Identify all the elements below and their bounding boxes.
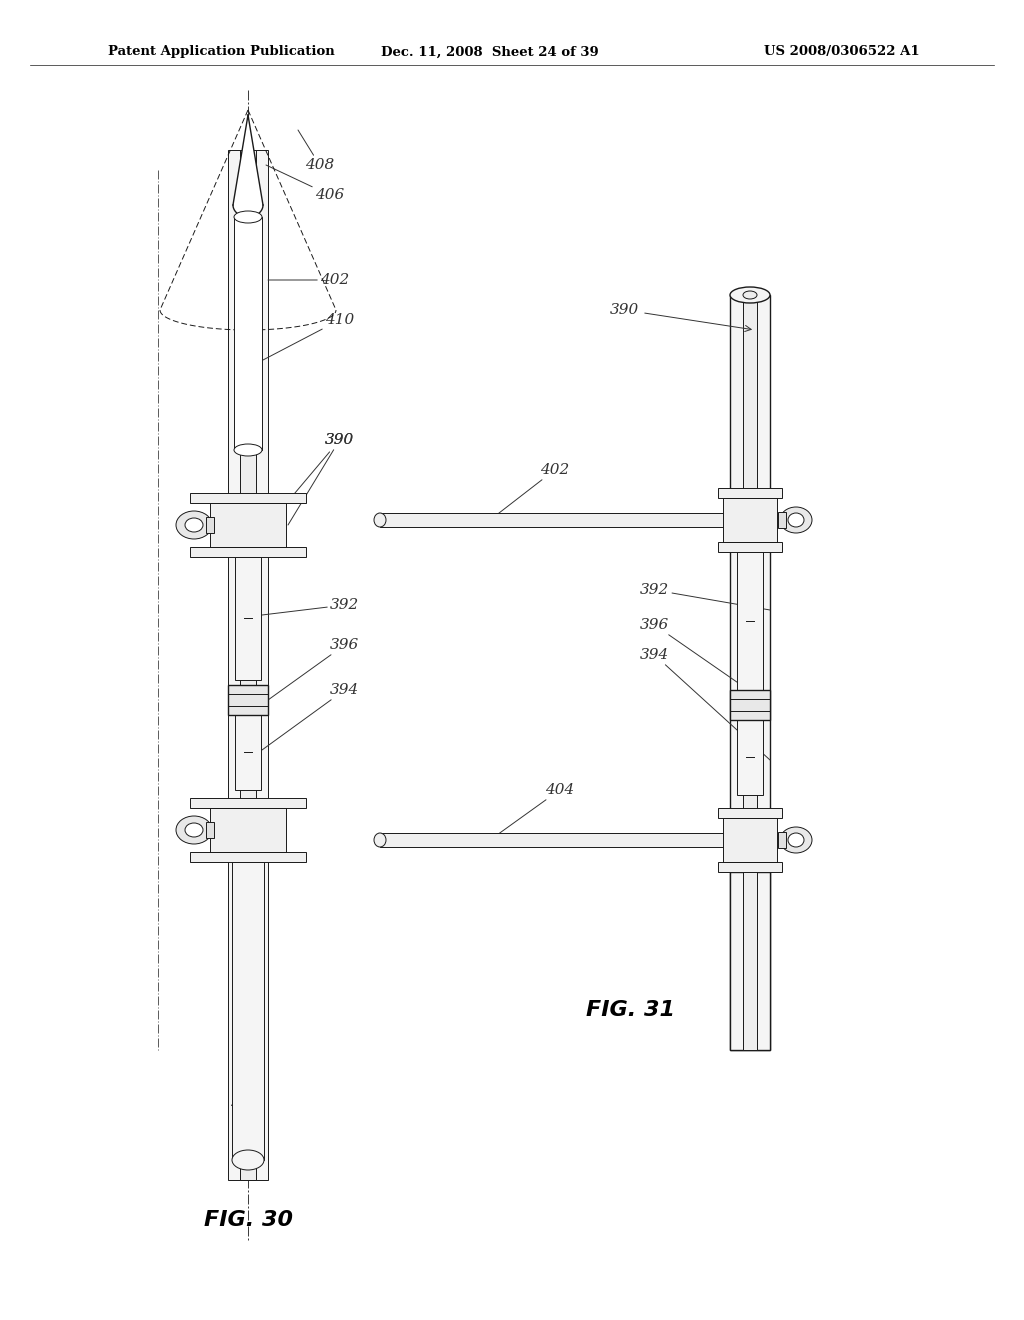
- Text: Patent Application Publication: Patent Application Publication: [108, 45, 335, 58]
- Bar: [718, 862, 782, 873]
- Text: 406: 406: [266, 165, 344, 202]
- Bar: [723, 498, 777, 543]
- Bar: [743, 294, 757, 1049]
- Bar: [380, 833, 730, 847]
- Bar: [718, 543, 782, 552]
- Bar: [778, 832, 786, 847]
- Text: 392: 392: [640, 583, 770, 610]
- Text: FIG. 31: FIG. 31: [586, 1001, 675, 1020]
- Text: 404: 404: [230, 1098, 259, 1111]
- Bar: [380, 513, 730, 527]
- Ellipse shape: [780, 507, 812, 533]
- Text: 404: 404: [490, 783, 574, 840]
- Bar: [743, 873, 757, 1049]
- Text: 390: 390: [288, 433, 354, 525]
- Text: 396: 396: [640, 618, 770, 705]
- Text: 396: 396: [268, 638, 359, 700]
- Ellipse shape: [234, 211, 262, 223]
- Ellipse shape: [743, 290, 757, 300]
- Bar: [234, 715, 261, 789]
- Bar: [718, 488, 782, 498]
- Text: 410: 410: [263, 313, 354, 360]
- Bar: [234, 557, 261, 680]
- Bar: [718, 808, 782, 818]
- Ellipse shape: [374, 513, 386, 527]
- Text: 390: 390: [610, 304, 752, 331]
- Bar: [190, 492, 306, 503]
- Text: Dec. 11, 2008  Sheet 24 of 39: Dec. 11, 2008 Sheet 24 of 39: [381, 45, 599, 58]
- Bar: [206, 517, 214, 533]
- Bar: [737, 719, 763, 795]
- Text: 394: 394: [640, 648, 770, 760]
- Ellipse shape: [185, 822, 203, 837]
- Text: 392: 392: [262, 598, 359, 615]
- Bar: [210, 808, 286, 851]
- Bar: [737, 552, 763, 690]
- Polygon shape: [233, 115, 263, 216]
- Ellipse shape: [176, 511, 212, 539]
- Bar: [228, 150, 268, 1180]
- Bar: [232, 862, 264, 1160]
- Bar: [234, 216, 262, 450]
- Ellipse shape: [730, 286, 770, 304]
- Bar: [730, 690, 770, 719]
- Bar: [190, 546, 306, 557]
- Text: 402: 402: [490, 463, 569, 520]
- Bar: [190, 851, 306, 862]
- Text: 402: 402: [268, 273, 349, 286]
- Ellipse shape: [780, 828, 812, 853]
- Bar: [240, 150, 256, 1180]
- Bar: [723, 818, 777, 862]
- Bar: [730, 873, 770, 1049]
- Ellipse shape: [788, 513, 804, 527]
- Text: 394: 394: [262, 682, 359, 750]
- Ellipse shape: [788, 833, 804, 847]
- Ellipse shape: [176, 816, 212, 843]
- Text: FIG. 30: FIG. 30: [204, 1210, 293, 1230]
- Ellipse shape: [234, 444, 262, 455]
- Text: 408: 408: [298, 129, 334, 172]
- Bar: [730, 294, 770, 1049]
- Bar: [228, 685, 268, 715]
- Bar: [190, 799, 306, 808]
- Bar: [206, 822, 214, 838]
- Ellipse shape: [374, 833, 386, 847]
- Ellipse shape: [185, 517, 203, 532]
- Bar: [778, 512, 786, 528]
- Ellipse shape: [232, 1150, 264, 1170]
- Bar: [210, 503, 286, 546]
- Text: US 2008/0306522 A1: US 2008/0306522 A1: [764, 45, 920, 58]
- Text: 390: 390: [270, 433, 354, 521]
